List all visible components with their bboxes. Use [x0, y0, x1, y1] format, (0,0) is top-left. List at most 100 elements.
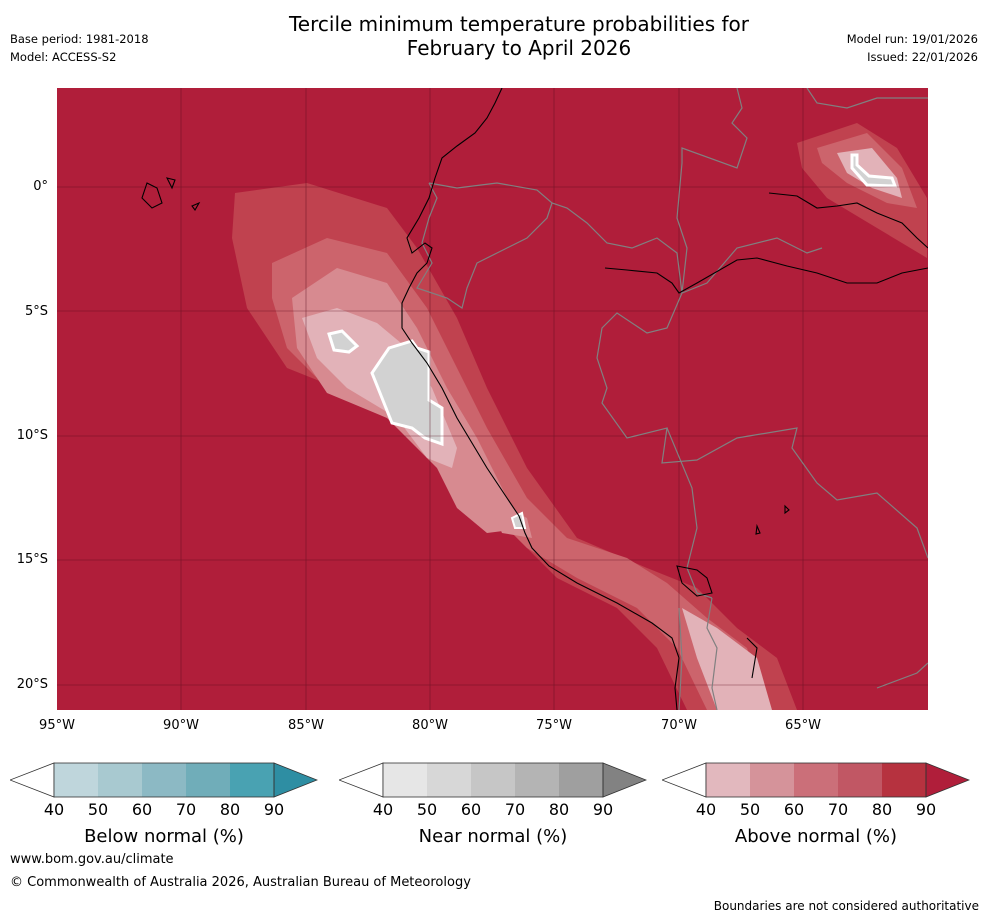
issued-date: Issued: 22/01/2026: [867, 50, 978, 64]
lake-titicaca: [676, 565, 713, 597]
colorbar-above-tick: 50: [739, 800, 761, 819]
meta-right: Model run: 19/01/2026 Issued: 22/01/2026: [847, 30, 978, 66]
colorbar-above-swatch-50: [750, 763, 794, 797]
colorbar-above-swatch-60: [794, 763, 838, 797]
probability-map: [57, 88, 928, 710]
lat-label-0: 0°: [33, 179, 48, 194]
colorbar-below: 40 50 60 70 80 90 Below normal (%): [8, 762, 319, 852]
border-peru-brazil-bolivia: [596, 292, 928, 559]
lat-label-5s: 5°S: [24, 304, 48, 319]
near-patch-coast: [370, 339, 444, 447]
colorbar-below-tick: 60: [131, 800, 153, 819]
model-name: Model: ACCESS-S2: [10, 50, 117, 64]
lon-label-70w: 70°W: [661, 718, 697, 733]
model-run: Model run: 19/01/2026: [846, 32, 978, 46]
colorbar-above-swatch-80: [882, 763, 926, 797]
lake-marker-2: [784, 504, 790, 515]
colorbar-above-title: Above normal (%): [734, 826, 898, 847]
coastlines: [141, 88, 928, 710]
colorbar-above-swatch-40: [706, 763, 750, 797]
colorbar-below-tick: 50: [87, 800, 109, 819]
near-normal-patches: [327, 153, 898, 529]
footer-copyright: © Commonwealth of Australia 2026, Austra…: [10, 875, 471, 890]
title-line-2: February to April 2026: [406, 36, 632, 60]
near-patch-offshore: [327, 329, 360, 354]
lon-label-80w: 80°W: [412, 718, 448, 733]
amazon-river-main: [604, 257, 928, 294]
colorbar-below-title: Below normal (%): [84, 826, 244, 847]
colorbar-above-tick: 60: [783, 800, 805, 819]
colorbar-below-tick: 40: [43, 800, 65, 819]
lat-label-20s: 20°S: [16, 677, 48, 692]
lon-label-90w: 90°W: [163, 718, 199, 733]
colorbar-above-max-arrow: [925, 762, 971, 798]
base-period: Base period: 1981-2018: [10, 32, 149, 46]
colorbar-near-tick: 50: [416, 800, 438, 819]
colorbar-near-title: Near normal (%): [418, 826, 568, 847]
colorbar-below-min-arrow: [8, 762, 55, 798]
pacific-coastline: [401, 88, 680, 710]
colorbar-above-bar: [660, 762, 971, 798]
colorbar-below-tick: 80: [219, 800, 241, 819]
colorbar-near-outline: [382, 762, 604, 798]
colorbar-above: 40 50 60 70 80 90 Above normal (%): [660, 762, 971, 852]
colorbar-below-swatch-40: [54, 763, 98, 797]
border-bolivia-chile-east: [706, 597, 718, 710]
lon-label-95w: 95°W: [39, 718, 75, 733]
border-chile-bolivia-west: [678, 607, 683, 710]
footer-url: www.bom.gov.au/climate: [10, 852, 174, 867]
border-colombia-peru: [428, 182, 823, 294]
colorbar-near-bar: [337, 762, 648, 798]
galapagos-san-cristobal: [191, 201, 201, 211]
colorbar-above-outline: [705, 762, 927, 798]
colorbar-near-ticks: 40 50 60 70 80 90: [339, 800, 647, 820]
colorbar-near-swatch-60: [471, 763, 515, 797]
border-venezuela-brazil: [806, 88, 928, 109]
colorbar-below-max-arrow: [273, 762, 319, 798]
galapagos-isabela: [141, 182, 163, 209]
contour-south-50: [682, 608, 772, 710]
lat-label-15s: 15°S: [16, 552, 48, 567]
title-line-1: Tercile minimum temperature probabilitie…: [288, 12, 750, 36]
colorbar-near-tick: 80: [548, 800, 570, 819]
country-borders: [416, 88, 928, 710]
colorbar-below-outline: [53, 762, 275, 798]
colorbar-above-tick: 90: [915, 800, 937, 819]
colorbar-near-swatch-40: [383, 763, 427, 797]
colorbar-above-tick: 40: [695, 800, 717, 819]
near-patch-amazon: [850, 153, 898, 188]
lake-marker-1: [755, 523, 761, 535]
colorbar-above-swatch-70: [838, 763, 882, 797]
colorbar-below-bar: [8, 762, 319, 798]
colorbar-near-max-arrow: [602, 762, 648, 798]
map-title: Tercile minimum temperature probabilitie…: [194, 12, 844, 60]
colorbar-above-min-arrow: [660, 762, 707, 798]
lat-label-10s: 10°S: [16, 428, 48, 443]
amazon-river-north: [768, 192, 928, 249]
colorbar-below-swatch-80: [230, 763, 274, 797]
colorbar-near-swatch-80: [559, 763, 603, 797]
colorbar-above-tick: 80: [871, 800, 893, 819]
colorbar-below-swatch-60: [142, 763, 186, 797]
colorbar-above-tick: 70: [827, 800, 849, 819]
colorbar-near-swatch-70: [515, 763, 559, 797]
colorbar-near-tick: 40: [372, 800, 394, 819]
lon-label-65w: 65°W: [785, 718, 821, 733]
colorbar-near-tick: 60: [460, 800, 482, 819]
colorbar-below-swatch-50: [98, 763, 142, 797]
footer-disclaimer: Boundaries are not considered authoritat…: [713, 899, 979, 913]
lake-poopo: [746, 637, 758, 679]
border-bolivia-paraguay: [876, 662, 928, 689]
border-ecuador-peru: [416, 182, 553, 309]
colorbar-below-tick: 90: [263, 800, 285, 819]
galapagos-santa-cruz: [165, 177, 176, 190]
colorbar-below-tick: 70: [175, 800, 197, 819]
lon-label-75w: 75°W: [536, 718, 572, 733]
colorbar-below-swatch-70: [186, 763, 230, 797]
colorbar-near-tick: 90: [592, 800, 614, 819]
colorbar-near: 40 50 60 70 80 90 Near normal (%): [337, 762, 648, 852]
meta-left: Base period: 1981-2018 Model: ACCESS-S2: [10, 30, 149, 66]
colorbar-above-ticks: 40 50 60 70 80 90: [662, 800, 970, 820]
border-peru-bolivia: [666, 427, 713, 599]
colorbar-near-min-arrow: [337, 762, 384, 798]
